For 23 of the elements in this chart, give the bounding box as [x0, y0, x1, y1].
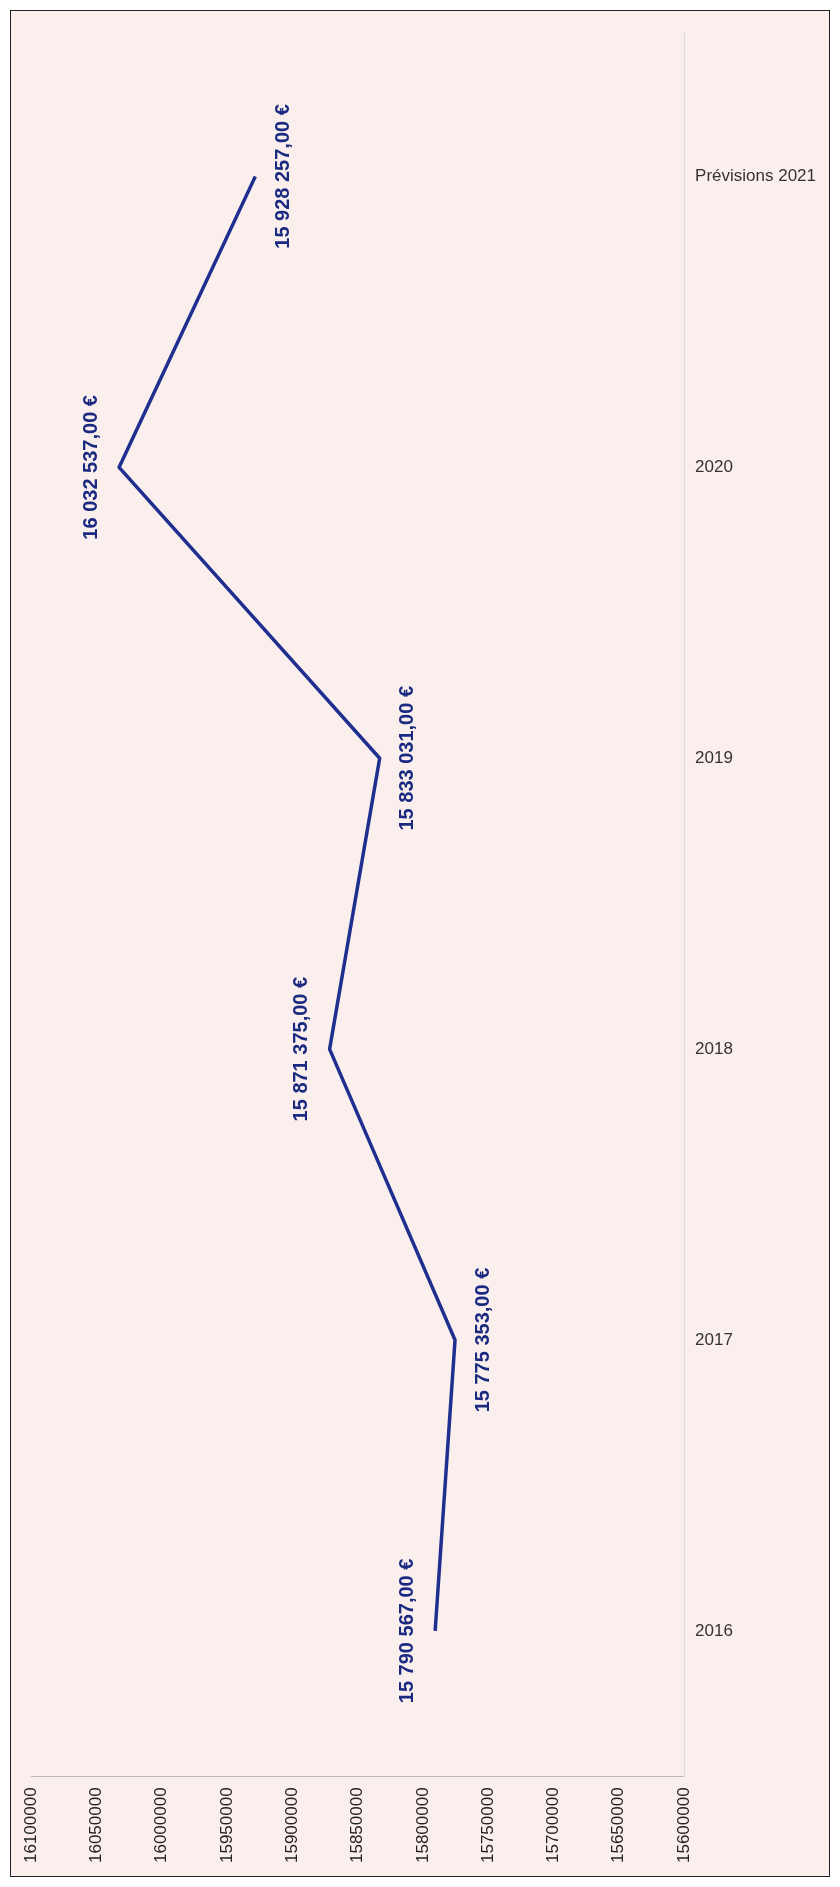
x-tick-label: 16050000 [85, 1787, 105, 1863]
x-tick-label: 16000000 [151, 1787, 171, 1863]
x-tick-label: 15800000 [412, 1787, 432, 1863]
y-tick-label: 2019 [695, 747, 733, 767]
y-tick-label: 2016 [695, 1620, 733, 1640]
y-tick-label: 2018 [695, 1038, 733, 1058]
data-label: 15 833 031,00 € [395, 685, 418, 831]
x-tick-label: 15600000 [673, 1787, 693, 1863]
data-label: 15 928 257,00 € [270, 104, 293, 249]
data-label: 15 871 375,00 € [289, 976, 312, 1122]
y-tick-label: Prévisions 2021 [695, 166, 817, 186]
x-tick-label: 15950000 [216, 1787, 236, 1863]
y-tick-label: 2017 [695, 1329, 733, 1349]
x-tick-label: 15700000 [543, 1787, 563, 1863]
x-tick-label: 15850000 [347, 1787, 367, 1863]
data-label: 15 790 567,00 € [394, 1558, 417, 1704]
data-label: 15 775 353,00 € [470, 1267, 493, 1413]
data-label: 16 032 537,00 € [78, 395, 101, 540]
x-tick-label: 15650000 [608, 1787, 628, 1863]
x-tick-label: 15900000 [281, 1787, 301, 1863]
x-tick-label: 16100000 [20, 1787, 40, 1863]
y-tick-label: 2020 [695, 457, 733, 477]
x-tick-label: 15750000 [477, 1787, 497, 1863]
